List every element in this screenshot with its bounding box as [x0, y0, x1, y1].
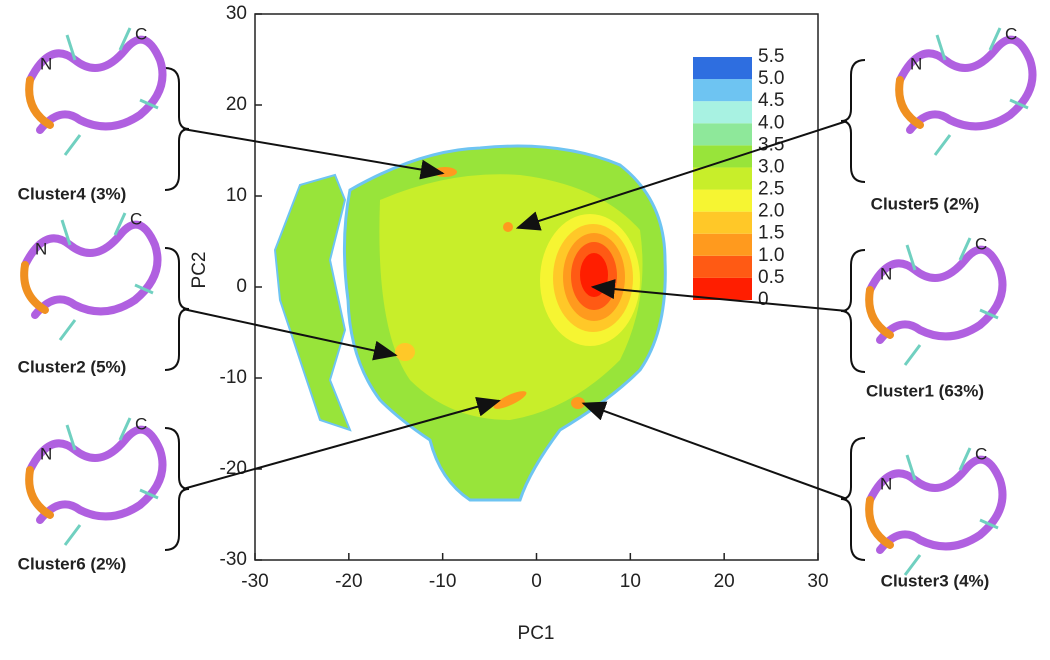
cluster-label: Cluster5 (2%)	[871, 194, 980, 213]
colorbar-label: 1.0	[758, 245, 784, 266]
peptide-ribbon	[866, 455, 1007, 554]
x-tick-label: 0	[531, 571, 542, 592]
x-axis-label: PC1	[518, 623, 555, 644]
x-tick-label: -30	[241, 571, 268, 592]
side-chains	[903, 447, 999, 576]
y-tick-label: -10	[220, 367, 247, 388]
arrow	[182, 397, 501, 490]
brace	[840, 437, 866, 561]
n-terminus: N	[880, 264, 892, 283]
peptide-coil	[25, 76, 54, 129]
peptide-coil	[25, 466, 54, 519]
colorbar-band	[693, 145, 752, 168]
cluster-label: Cluster6 (2%)	[18, 554, 127, 573]
brace	[840, 59, 866, 183]
n-terminus: N	[40, 54, 52, 73]
c-terminus: C	[975, 234, 987, 253]
colorbar-band	[693, 211, 752, 234]
peptide-ribbon	[866, 245, 1007, 344]
side-chains	[63, 417, 159, 546]
peptide-ribbon	[21, 220, 162, 319]
arrow	[590, 279, 848, 312]
colorbar-label: 5.5	[758, 46, 784, 67]
arrow	[182, 128, 445, 180]
peptide-coil	[865, 286, 894, 339]
side-chains	[58, 212, 154, 341]
side-chains	[933, 27, 1029, 156]
colorbar-label: 0	[758, 289, 769, 310]
y-tick-label: -30	[220, 549, 247, 570]
cluster-label: Cluster4 (3%)	[18, 184, 127, 203]
colorbar-label: 3.0	[758, 156, 784, 177]
colorbar-band	[693, 255, 752, 278]
y-tick-label: 10	[226, 185, 247, 206]
arrow	[182, 308, 398, 361]
colorbar-band	[693, 167, 752, 190]
arrow	[515, 120, 848, 231]
peptide-ribbon	[26, 425, 167, 524]
peptide-ribbon	[896, 35, 1037, 134]
colorbar-band	[693, 57, 752, 80]
peptide-coil	[865, 496, 894, 549]
y-tick-label: 30	[226, 3, 247, 24]
n-terminus: N	[35, 239, 47, 258]
colorbar-band	[693, 189, 752, 212]
y-axis-label: PC2	[189, 252, 210, 289]
brace	[164, 67, 190, 191]
c-terminus: C	[135, 24, 147, 43]
x-tick-label: 30	[807, 571, 828, 592]
y-tick-label: 20	[226, 94, 247, 115]
x-tick-label: 10	[620, 571, 641, 592]
y-tick-label: 0	[236, 276, 247, 297]
colorbar-band	[693, 101, 752, 124]
colorbar-label: 4.0	[758, 112, 784, 133]
peptide-coil	[20, 261, 49, 314]
colorbar-label: 2.0	[758, 201, 784, 222]
peptide-ribbon	[26, 35, 167, 134]
arrow	[581, 401, 848, 500]
c-terminus: C	[1005, 24, 1017, 43]
colorbar-band	[693, 79, 752, 102]
colorbar-label: 1.5	[758, 223, 784, 244]
x-tick-label: -20	[335, 571, 362, 592]
colorbar-band	[693, 233, 752, 256]
colorbar-label: 0.5	[758, 267, 784, 288]
peptide-coil	[895, 76, 924, 129]
c-terminus: C	[975, 444, 987, 463]
x-tick-label: 20	[714, 571, 735, 592]
cluster-label: Cluster3 (4%)	[881, 571, 990, 590]
x-tick-label: -10	[429, 571, 456, 592]
cluster-label: Cluster2 (5%)	[18, 357, 127, 376]
brace	[164, 247, 190, 371]
c-terminus: C	[135, 414, 147, 433]
colorbar-label: 4.5	[758, 90, 784, 111]
colorbar-band	[693, 123, 752, 146]
colorbar-label: 5.0	[758, 68, 784, 89]
cluster-label: Cluster1 (63%)	[866, 381, 984, 400]
side-chains	[903, 237, 999, 366]
colorbar-band	[693, 277, 752, 300]
c-terminus: C	[130, 209, 142, 228]
n-terminus: N	[40, 444, 52, 463]
n-terminus: N	[910, 54, 922, 73]
n-terminus: N	[880, 474, 892, 493]
brace	[164, 427, 190, 551]
side-chains	[63, 27, 159, 156]
colorbar-label: 2.5	[758, 179, 784, 200]
